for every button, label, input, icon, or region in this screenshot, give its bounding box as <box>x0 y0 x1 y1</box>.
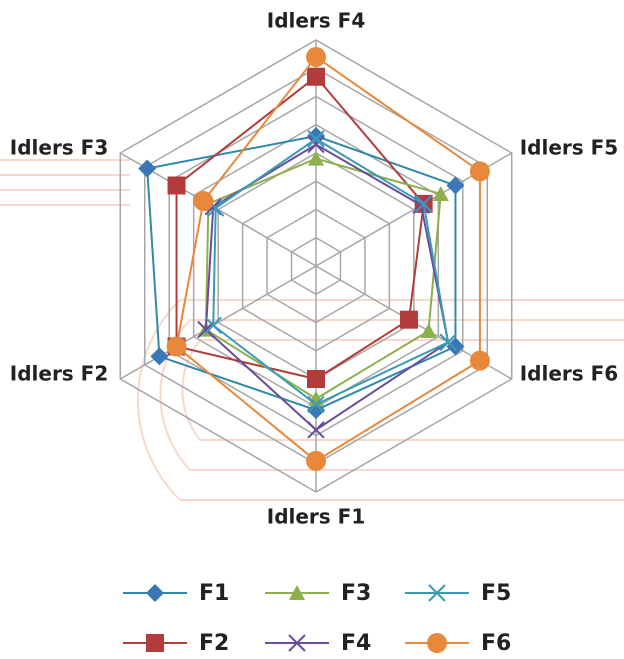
category-label: Idlers F6 <box>520 362 619 386</box>
point <box>446 176 465 195</box>
point <box>150 347 169 366</box>
point <box>307 395 325 414</box>
category-label: Idlers F3 <box>10 136 109 160</box>
category-label: Idlers F5 <box>520 136 619 160</box>
point <box>446 337 465 356</box>
point <box>439 333 457 351</box>
legend-marker <box>428 584 446 602</box>
point <box>307 67 325 86</box>
point <box>420 322 437 338</box>
category-label: Idlers F4 <box>267 9 366 33</box>
legend-label: F4 <box>341 631 371 656</box>
point <box>307 421 325 439</box>
legend-label: F2 <box>199 631 229 656</box>
point <box>138 159 157 178</box>
point <box>166 336 187 357</box>
legend-marker <box>288 634 306 652</box>
legend-marker <box>289 585 305 600</box>
point <box>167 176 186 195</box>
legend-label: F3 <box>341 581 371 606</box>
point <box>193 191 214 212</box>
point <box>306 46 326 67</box>
legend-marker <box>427 633 447 653</box>
point <box>306 450 326 471</box>
legend-marker <box>146 584 164 602</box>
point <box>307 130 325 148</box>
point <box>432 185 449 201</box>
legend-marker <box>146 634 164 652</box>
point <box>308 150 324 166</box>
point <box>307 370 325 388</box>
point <box>307 135 325 154</box>
point <box>414 195 433 213</box>
legend-label: F5 <box>481 581 511 606</box>
axis-spoke <box>119 265 317 380</box>
point <box>469 350 490 371</box>
point <box>399 310 418 329</box>
category-label: Idlers F2 <box>10 362 109 386</box>
point <box>204 316 222 335</box>
point <box>469 161 490 182</box>
category-label: Idlers F1 <box>267 505 366 529</box>
legend-label: F6 <box>481 631 511 656</box>
legend-label: F1 <box>199 581 229 606</box>
